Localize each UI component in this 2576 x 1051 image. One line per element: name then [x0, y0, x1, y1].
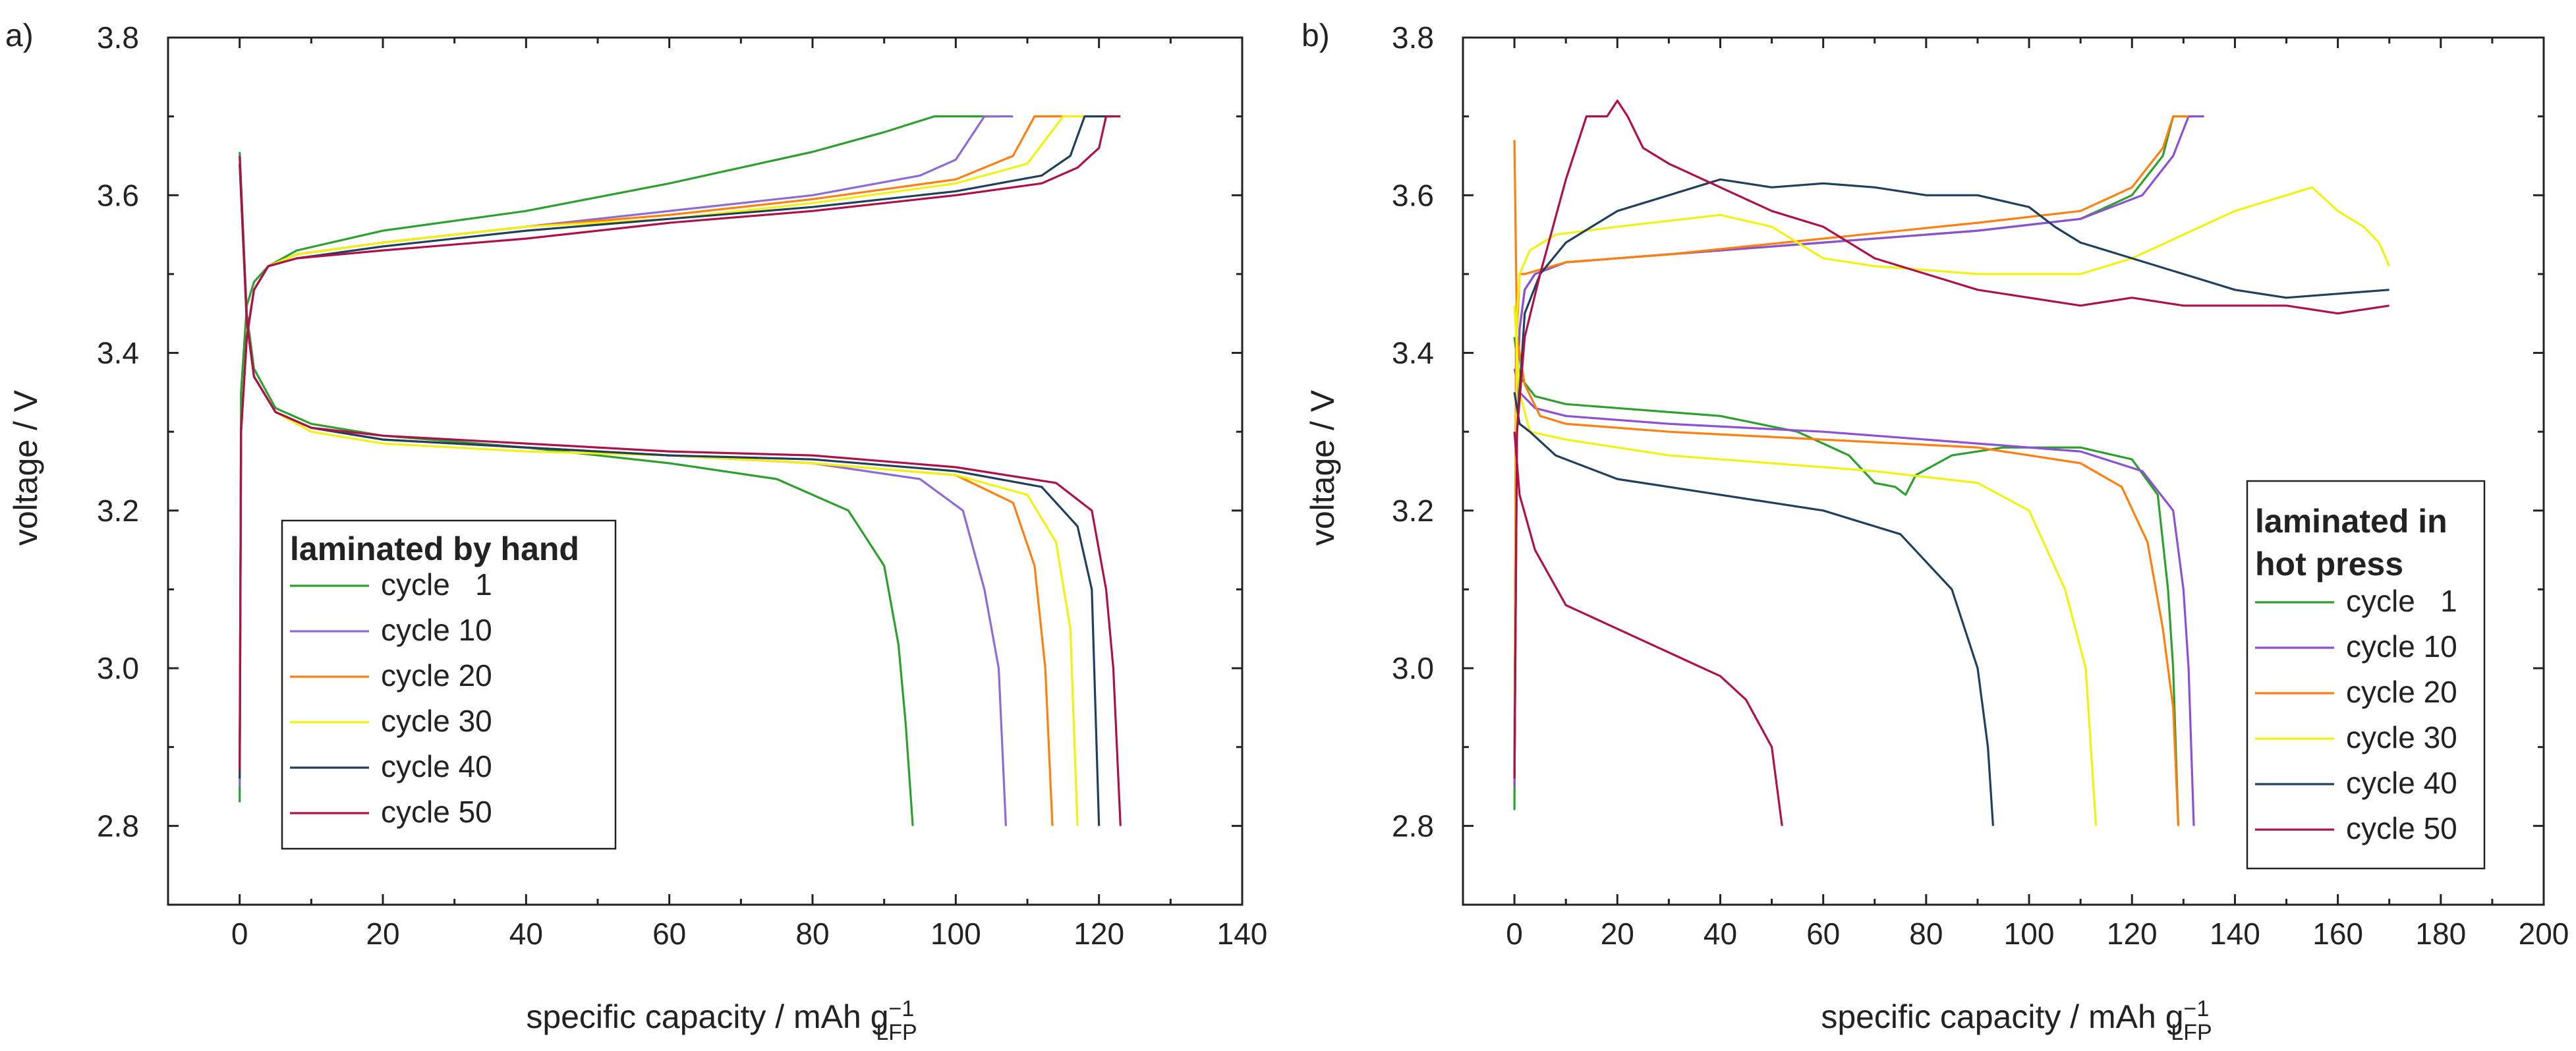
- panel-a-label: a): [5, 18, 34, 53]
- panel-a-x-tick-label: 140: [1217, 917, 1268, 951]
- panel-a-legend-label-cycle-30: cycle 30: [381, 704, 492, 738]
- panel-b-cycle-10-discharge-line: [1513, 368, 2195, 826]
- panel-a-x-axis-title-sub: LFP: [876, 1020, 917, 1045]
- panel-b-x-tick-label: 80: [1909, 917, 1943, 951]
- panel-b-series-group: [1513, 99, 2391, 826]
- panel-b-cycle-40-charge-line: [1513, 178, 2390, 779]
- panel-b-y-tick-label: 3.8: [1392, 20, 1434, 55]
- panel-b-legend-label-cycle-30: cycle 30: [2346, 720, 2457, 754]
- panel-b-chart: b) 0 20 40 60 80 100 120 140 160 180 200 2.8 3.0 3.2 3…: [1302, 18, 2569, 1045]
- panel-b-x-tick-label: 140: [2210, 917, 2260, 951]
- panel-a-x-tick-label: 60: [652, 917, 686, 951]
- panel-b-legend-label-cycle-40: cycle 40: [2346, 766, 2457, 800]
- panel-b-legend-label-cycle-50: cycle 50: [2346, 811, 2457, 845]
- panel-b-legend: laminated in hot press cycle 1 cycle 10 cy…: [2246, 480, 2486, 870]
- panel-a-cycle-50-discharge-line: [239, 156, 1122, 826]
- panel-a-y-tick-label: 3.8: [97, 20, 139, 55]
- panel-a-y-tick-label: 3.4: [97, 336, 139, 370]
- panel-a-x-tick-label: 0: [231, 917, 248, 951]
- panel-a-legend-title: laminated by hand: [290, 530, 579, 567]
- panel-a-legend-label-cycle-10: cycle 10: [381, 613, 492, 647]
- panel-a-y-tick-label: 2.8: [97, 809, 139, 843]
- panel-a-x-tick-label: 20: [366, 917, 399, 951]
- panel-b-x-axis-title-sup: −1: [2184, 996, 2210, 1021]
- panel-b-cycle-30-discharge-line: [1513, 305, 2098, 826]
- panel-b-y-tick-label: 2.8: [1392, 809, 1434, 843]
- panel-b-plot-frame: [1462, 36, 2545, 906]
- panel-b-cycle-40-discharge-line: [1513, 392, 1994, 826]
- panel-a-x-axis-title-main: specific capacity / mAh g: [526, 998, 888, 1035]
- panel-b-y-tick-label: 3.6: [1392, 178, 1434, 212]
- panel-b-legend-label-cycle-20: cycle 20: [2346, 675, 2457, 709]
- panel-a-y-axis-title: voltage / V: [7, 389, 44, 546]
- panel-a-legend-label-cycle-1: cycle 1: [381, 567, 492, 602]
- panel-a-y-tick-label: 3.2: [97, 494, 139, 528]
- panel-b-x-tick-label: 0: [1506, 917, 1523, 951]
- panel-b-x-tick-label: 40: [1703, 917, 1737, 951]
- panel-b-x-tick-label: 180: [2415, 917, 2466, 951]
- panel-a-cycle-1-discharge-line: [239, 152, 914, 826]
- panel-b-x-tick-label: 100: [2004, 917, 2055, 951]
- panel-b-x-axis-title: specific capacity / mAh g−1 LFP: [1821, 996, 2212, 1045]
- panel-b-y-tick-label: 3.4: [1392, 336, 1434, 370]
- panel-b-x-tick-label: 160: [2312, 917, 2363, 951]
- panel-b-x-tick-label: 200: [2519, 917, 2569, 951]
- panel-a-cycle-50-charge-line: [239, 115, 1121, 771]
- panel-b-x-tick-label: 120: [2107, 917, 2158, 951]
- panel-a-legend-label-cycle-40: cycle 40: [381, 749, 492, 783]
- panel-b-legend-title-line-1: laminated in: [2255, 503, 2447, 540]
- panel-b-cycle-50-charge-line: [1513, 99, 2390, 779]
- panel-a-x-tick-label: 80: [795, 917, 829, 951]
- panel-b-cycle-30-charge-line: [1513, 186, 2391, 779]
- panel-b-cycle-1-discharge-line: [1513, 337, 2180, 826]
- panel-b-x-axis-title-main: specific capacity / mAh g: [1821, 998, 2183, 1035]
- panel-a-axes: 0 20 40 60 80 100 120 140 2.8 3.0 3.2 3.4 3.6 3.8: [97, 20, 1267, 951]
- panel-b-legend-title-line-2: hot press: [2255, 546, 2403, 582]
- panel-a-legend-label-cycle-20: cycle 20: [381, 658, 492, 693]
- panel-b-cycle-50-discharge-line: [1513, 432, 1783, 826]
- panel-a-x-axis-title-sup: −1: [889, 996, 915, 1021]
- panel-b-x-axis-title-sub: LFP: [2171, 1020, 2212, 1045]
- panel-a-x-axis-title: specific capacity / mAh g−1 LFP: [526, 996, 917, 1045]
- panel-a-y-tick-label: 3.6: [97, 178, 139, 212]
- panel-b-y-axis-title: voltage / V: [1304, 389, 1341, 546]
- panel-b-cycle-10-charge-line: [1513, 115, 2204, 787]
- panel-b-legend-label-cycle-1: cycle 1: [2346, 584, 2457, 618]
- panel-a-legend-label-cycle-50: cycle 50: [381, 795, 492, 829]
- panel-b-y-tick-label: 3.2: [1392, 494, 1434, 528]
- panel-a-y-tick-label: 3.0: [97, 651, 139, 685]
- panel-a-chart: a) 0 20 40 60 80 100 120 1402.83.03.23.43.63.8 …: [5, 18, 1267, 1045]
- panel-a-x-tick-label: 120: [1073, 917, 1124, 951]
- panel-b-cycle-1-charge-line: [1513, 115, 2194, 810]
- panel-b-label: b): [1302, 18, 1330, 53]
- panel-b-legend-label-cycle-10: cycle 10: [2346, 629, 2457, 664]
- panel-a-legend: laminated by hand cycle 1 cycle 10 cycle 2…: [281, 519, 617, 850]
- panel-a-series-group: [239, 115, 1122, 826]
- panel-b-y-tick-label: 3.0: [1392, 651, 1434, 685]
- panel-b-x-tick-label: 20: [1601, 917, 1634, 951]
- panel-b-x-tick-label: 60: [1806, 917, 1840, 951]
- panel-a-plot-frame: [167, 36, 1244, 906]
- panel-a-legend-box: [281, 519, 617, 850]
- panel-a-x-tick-label: 100: [930, 917, 981, 951]
- panel-a-x-tick-label: 40: [509, 917, 543, 951]
- panel-b-legend-box: [2246, 480, 2486, 870]
- panel-b-cycle-20-discharge-line: [1513, 140, 2180, 826]
- panel-b-axes: 0 20 40 60 80 100 120 140 160 180 200 2.8 3.0 3.2 3.4 3…: [1392, 20, 2569, 951]
